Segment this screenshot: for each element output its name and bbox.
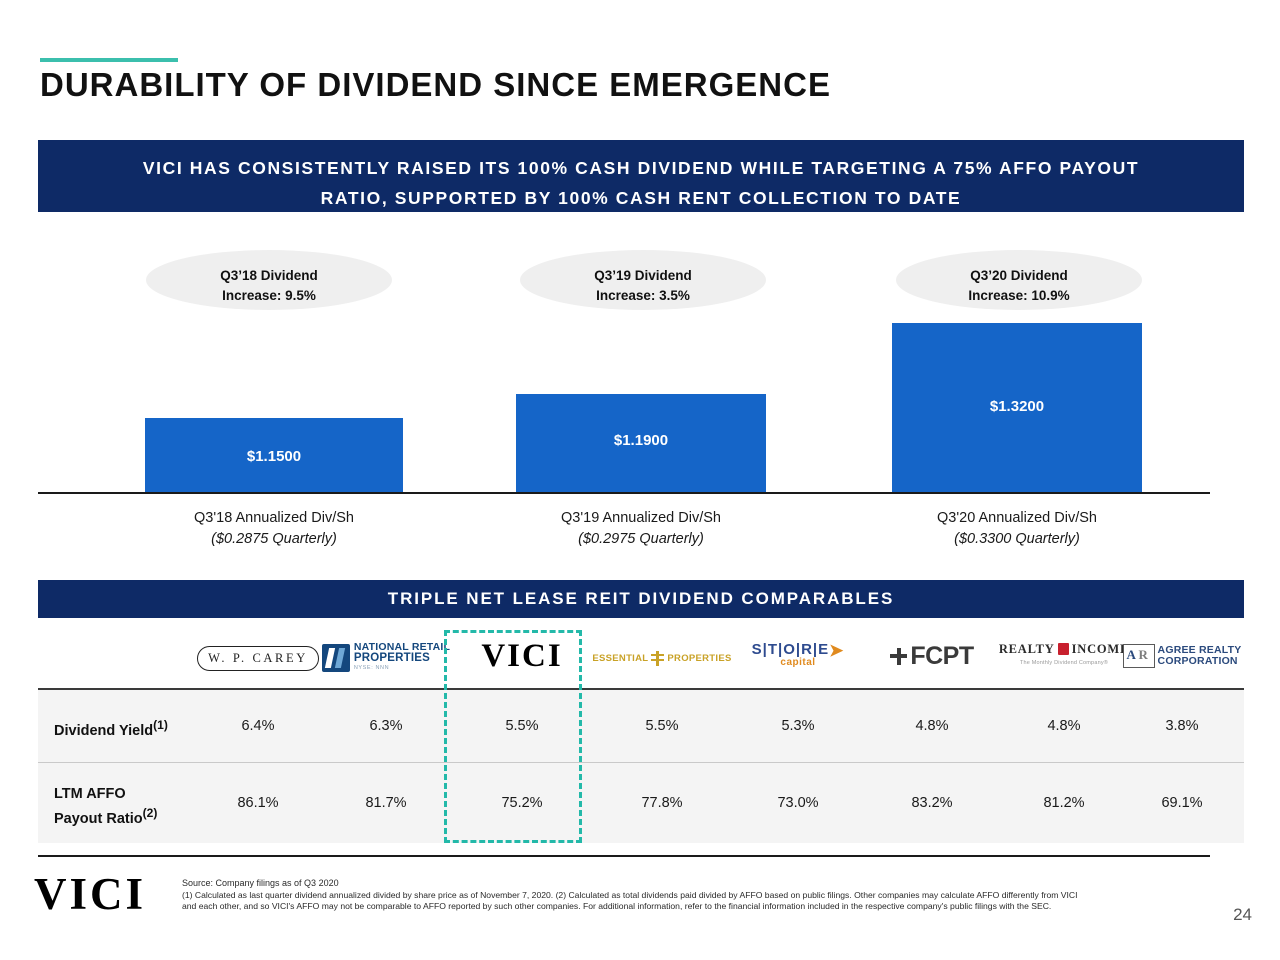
cell-payout-wpc: 86.1% (237, 795, 279, 811)
callout-q319-value: Increase: 3.5% (596, 288, 690, 303)
headline-banner: VICI HAS CONSISTENTLY RAISED ITS 100% CA… (38, 140, 1244, 212)
logo-vici: VICI (450, 633, 594, 679)
bar-q320-category: Q3'20 Annualized Div/Sh ($0.3300 Quarter… (871, 508, 1163, 550)
cell-yield-store: 5.3% (781, 718, 815, 734)
cell-yield-wpc: 6.4% (241, 718, 275, 734)
logo-store-line1: S|T|O|R|E➤ (751, 640, 845, 660)
cell-yield-agree: 3.8% (1165, 718, 1199, 734)
bar-q319-category-main: Q3'19 Annualized Div/Sh (561, 510, 721, 526)
logo-epr-line2: PROPERTIES (667, 652, 732, 664)
footnote-line1: (1) Calculated as last quarter dividend … (182, 889, 1078, 900)
logo-realty-income-tagline: The Monthly Dividend Company® (1019, 660, 1109, 666)
row-label-dividend-yield: Dividend Yield(1) (54, 718, 168, 739)
footer-rule (38, 855, 1210, 857)
table-rule-top (38, 688, 1244, 690)
callout-q320-value: Increase: 10.9% (968, 288, 1070, 303)
footnote-source: Source: Company filings as of Q3 2020 (182, 878, 339, 888)
footer-vici-logo: VICI (34, 869, 147, 919)
cell-yield-nnn: 6.3% (369, 718, 403, 734)
cell-payout-agree: 69.1% (1161, 795, 1203, 811)
logo-nnn-text: NATIONAL RETAIL PROPERTIES NYSE: NNN (354, 642, 450, 674)
essential-properties-mark-icon (651, 650, 665, 666)
footnote-line2: and each other, and so VICI's AFFO may n… (182, 901, 1052, 912)
bar-q320-category-main: Q3'20 Annualized Div/Sh (937, 510, 1097, 526)
cell-payout-realty: 81.2% (1043, 795, 1085, 811)
row-label-payout-ratio-line1: LTM AFFO (54, 786, 126, 802)
logo-fcpt-text: FCPT (910, 641, 974, 670)
bar-q319-value: $1.1900 (613, 432, 669, 449)
cell-payout-epr: 77.8% (641, 795, 683, 811)
callout-q318: Q3’18 Dividend Increase: 9.5% (146, 250, 392, 310)
callout-q320-title: Q3’20 Dividend (970, 268, 1068, 283)
callout-q320: Q3’20 Dividend Increase: 10.9% (896, 250, 1142, 310)
logo-agree-line1: AGREE REALTY (1157, 644, 1242, 656)
logo-agree-realty: AGREE REALTY CORPORATION (1118, 633, 1246, 679)
logo-store-line2: capital (780, 656, 816, 668)
bar-q318-category-sub: ($0.2875 Quarterly) (211, 531, 337, 547)
title-accent-bar (40, 58, 178, 62)
agree-realty-mark-icon (1122, 644, 1155, 668)
callout-q318-value: Increase: 9.5% (222, 288, 316, 303)
headline-banner-line2: RATIO, SUPPORTED BY 100% CASH RENT COLLE… (320, 188, 962, 208)
fcpt-cross-icon (890, 647, 908, 665)
table-rule-middle (38, 762, 1244, 763)
logo-agree-line2: CORPORATION (1157, 655, 1238, 667)
comparables-logo-row: W. P. CAREY NATIONAL RETAIL PROPERTIES N… (38, 625, 1244, 687)
row-label-payout-ratio-line2: Payout Ratio(2) (54, 806, 158, 827)
table-row-dividend-yield: Dividend Yield(1) 6.4% 6.3% 5.5% 5.5% 5.… (38, 690, 1244, 762)
cell-payout-fcpt: 83.2% (911, 795, 953, 811)
cell-yield-fcpt: 4.8% (915, 718, 949, 734)
row-label-payout-ratio: LTM AFFO Payout Ratio(2) (54, 785, 157, 829)
cell-payout-vici: 75.2% (501, 795, 543, 811)
store-chevron-icon: ➤ (829, 640, 845, 660)
logo-realty-income-text: REALTY INCOME The Monthly Dividend Compan… (999, 643, 1129, 669)
headline-banner-line1: VICI HAS CONSISTENTLY RAISED ITS 100% CA… (142, 158, 1140, 178)
cell-yield-realty: 4.8% (1047, 718, 1081, 734)
logo-realty-income-line1: REALTY INCOME (998, 642, 1130, 656)
footnotes: Source: Company filings as of Q3 2020 (1… (182, 878, 1212, 913)
table-row-payout-ratio: LTM AFFO Payout Ratio(2) 86.1% 81.7% 75.… (38, 763, 1244, 843)
realty-income-house-icon (1057, 643, 1069, 655)
bar-q318-category: Q3'18 Annualized Div/Sh ($0.2875 Quarter… (128, 508, 420, 550)
logo-realty-income: REALTY INCOME The Monthly Dividend Compan… (988, 633, 1140, 679)
logo-national-retail-properties: NATIONAL RETAIL PROPERTIES NYSE: NNN (320, 635, 452, 681)
nnn-mark-icon (321, 644, 350, 672)
bar-q319 (516, 394, 766, 492)
logo-nnn-line1: NATIONAL RETAIL (353, 641, 451, 654)
cell-payout-nnn: 81.7% (365, 795, 407, 811)
callout-q319-title: Q3’19 Dividend (594, 268, 692, 283)
logo-wpc: W. P. CAREY (188, 635, 328, 681)
bar-q318-value: $1.1500 (246, 448, 302, 465)
chart-baseline-axis (38, 492, 1210, 494)
logo-agree-text: AGREE REALTY CORPORATION (1158, 645, 1242, 667)
logo-store-text: S|T|O|R|E➤ capital (751, 640, 845, 669)
bar-q320-value: $1.3200 (989, 398, 1045, 415)
logo-vici-text: VICI (481, 637, 563, 674)
comparables-banner: TRIPLE NET LEASE REIT DIVIDEND COMPARABL… (38, 580, 1244, 618)
cell-payout-store: 73.0% (777, 795, 819, 811)
callout-q319: Q3’19 Dividend Increase: 3.5% (520, 250, 766, 310)
logo-store-capital: S|T|O|R|E➤ capital (728, 633, 868, 679)
page-number: 24 (1233, 905, 1252, 924)
logo-nnn-ticker: NYSE: NNN (353, 665, 390, 672)
bar-q318 (145, 418, 403, 492)
page-title: DURABILITY OF DIVIDEND SINCE EMERGENCE (40, 66, 831, 103)
bar-q320-category-sub: ($0.3300 Quarterly) (954, 531, 1080, 547)
cell-yield-epr: 5.5% (645, 718, 679, 734)
bar-q319-category-sub: ($0.2975 Quarterly) (578, 531, 704, 547)
logo-fcpt: FCPT (868, 633, 996, 679)
bar-q318-category-main: Q3'18 Annualized Div/Sh (194, 510, 354, 526)
logo-nnn-line2: PROPERTIES (353, 651, 430, 664)
bar-q320 (892, 323, 1142, 492)
bar-q319-category: Q3'19 Annualized Div/Sh ($0.2975 Quarter… (495, 508, 787, 550)
logo-wpc-text: W. P. CAREY (197, 645, 319, 671)
callout-q318-title: Q3’18 Dividend (220, 268, 318, 283)
logo-epr-line1: ESSENTIAL (592, 652, 649, 664)
cell-yield-vici: 5.5% (505, 718, 539, 734)
logo-essential-properties: ESSENTIAL PROPERTIES (592, 635, 732, 681)
